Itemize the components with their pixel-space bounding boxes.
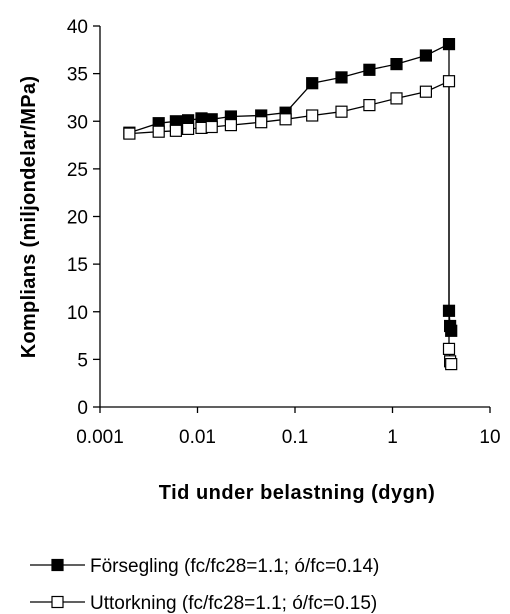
axes: 0 5 10 15 20 25 30 35 40 0.001 0.01 0.1 1 10 — [67, 17, 501, 448]
y-tick-label: 5 — [77, 350, 88, 371]
series-line — [129, 43, 452, 331]
data-point — [255, 116, 268, 129]
y-tick-label: 15 — [67, 255, 88, 276]
data-point — [152, 125, 165, 138]
y-tick-label: 25 — [67, 160, 88, 181]
data-point — [279, 113, 292, 126]
data-point — [442, 37, 456, 51]
series-1 — [123, 37, 458, 337]
x-tick-label: 0.01 — [179, 427, 216, 448]
y-tick-label: 20 — [67, 208, 88, 229]
data-point — [306, 109, 319, 122]
data-point — [335, 71, 348, 84]
data-point — [335, 105, 348, 118]
legend-item-2: Uttorkning (fc/fc28=1.1; ó/fc=0.15) — [30, 593, 377, 614]
legend: Försegling (fc/fc28=1.1; ó/fc=0.14) Uttor… — [30, 556, 379, 614]
y-tick-label: 0 — [77, 398, 88, 419]
data-point — [169, 124, 182, 137]
data-point — [419, 85, 432, 98]
y-axis-label: Komplians (miljondelar/MPa) — [18, 76, 40, 359]
data-point — [419, 49, 432, 62]
data-point — [224, 118, 237, 132]
data-point — [442, 75, 456, 88]
legend-marker — [51, 558, 64, 572]
legend-item-1: Försegling (fc/fc28=1.1; ó/fc=0.14) — [30, 556, 379, 577]
data-point — [363, 98, 376, 112]
data-point — [445, 324, 458, 337]
data-point — [182, 122, 195, 136]
y-tick-label: 10 — [67, 303, 88, 324]
y-tick-label: 35 — [67, 65, 88, 86]
data-point — [123, 127, 136, 140]
series-layer — [123, 37, 458, 371]
x-tick-label: 0.1 — [282, 427, 308, 448]
data-point — [390, 57, 403, 71]
y-tick-label: 40 — [67, 17, 88, 38]
x-axis-label: Tid under belastning (dygn) — [159, 482, 435, 504]
x-tick-label: 10 — [479, 427, 500, 448]
data-point — [306, 77, 319, 90]
legend-marker — [51, 595, 64, 609]
data-point — [442, 342, 456, 355]
x-tick-label: 1 — [387, 427, 398, 448]
data-point — [363, 63, 376, 76]
data-point — [445, 358, 458, 371]
data-point — [195, 121, 208, 135]
data-point — [205, 120, 218, 134]
y-tick-label: 30 — [67, 112, 88, 133]
x-tick-label: 0.001 — [76, 427, 124, 448]
series-2 — [123, 75, 458, 371]
legend-label: Försegling (fc/fc28=1.1; ó/fc=0.14) — [90, 556, 379, 577]
legend-label: Uttorkning (fc/fc28=1.1; ó/fc=0.15) — [90, 593, 377, 614]
data-point — [390, 92, 403, 105]
